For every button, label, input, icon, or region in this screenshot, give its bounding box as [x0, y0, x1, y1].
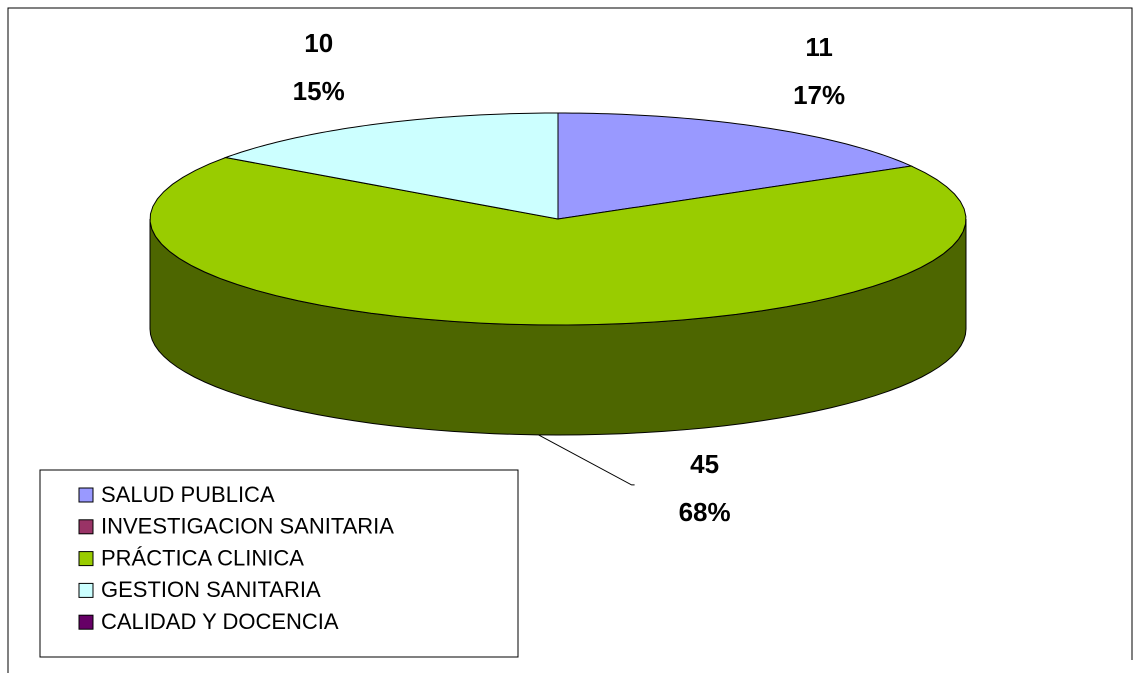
slice: [149, 156, 967, 326]
data-label: 15%: [293, 76, 345, 106]
legend-swatch: [78, 519, 94, 535]
data-label: 10: [304, 28, 333, 58]
legend-label: CALIDAD Y DOCENCIA: [101, 609, 339, 634]
leader-line: [538, 434, 635, 486]
slice: [223, 112, 559, 220]
legend-swatch: [78, 614, 94, 630]
legend-label: GESTION SANITARIA: [101, 577, 321, 602]
legend-swatch: [78, 487, 94, 503]
frame: [7, 7, 1133, 673]
data-label: 17%: [793, 80, 845, 110]
legend-label: SALUD PUBLICA: [101, 482, 275, 507]
legend-swatch: [78, 551, 94, 567]
slice: [557, 112, 914, 220]
data-label: 68%: [679, 497, 731, 527]
legend-label: INVESTIGACION SANITARIA: [101, 514, 394, 539]
data-label: 45: [690, 449, 719, 479]
legend-label: PRÁCTICA CLINICA: [101, 545, 304, 570]
legend: [39, 469, 519, 658]
data-label: 11: [805, 32, 833, 62]
legend-swatch: [78, 582, 94, 598]
